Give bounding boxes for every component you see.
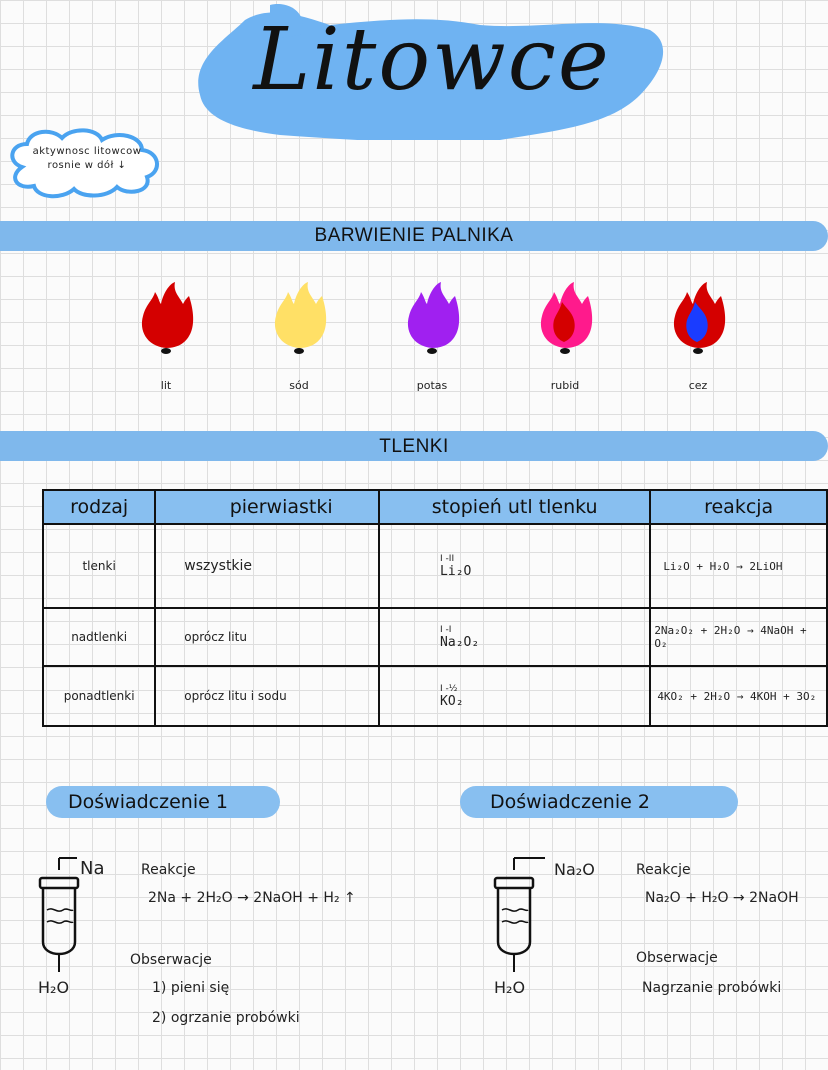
flame-2-label: sód [289, 379, 309, 392]
flame-4-base [560, 348, 570, 354]
experiment-1-reagent: Na [80, 858, 105, 879]
page-title: Litowce [253, 10, 611, 110]
experiment-1-observation-2: 2) ogrzanie probówki [152, 1010, 300, 1026]
cell-type: tlenki [41, 523, 157, 609]
oxidation-states: I -½ [440, 683, 458, 694]
experiment-2-observations-label: Obserwacje [636, 950, 718, 966]
experiment-2-reactions-label: Reakcje [636, 862, 691, 878]
oxide-formula: Li₂O [440, 563, 472, 579]
flame-2-icon [274, 282, 327, 354]
test-tube-1-icon [38, 857, 80, 972]
experiment-2-liquid: H₂O [494, 978, 526, 997]
test-tube-2-icon [493, 857, 545, 972]
experiment-1-heading: Doświadczenie 1 [46, 786, 280, 818]
flame-4-core [553, 302, 575, 342]
table-row: ponadtlenki oprócz litu i sodu I -½ KO₂ … [41, 665, 828, 727]
flame-3-body [407, 282, 460, 348]
flame-5-base [693, 348, 703, 354]
flame-1-body [141, 282, 194, 348]
note-line-1: aktywnosc litowcow [32, 146, 142, 157]
table-row: nadtlenki oprócz litu I -I Na₂O₂ 2Na₂O₂ … [41, 607, 828, 667]
flame-2-base [294, 348, 304, 354]
cell-oxidation: I -I Na₂O₂ [378, 607, 652, 667]
cell-type: ponadtlenki [41, 665, 157, 727]
cell-reaction: Li₂O + H₂O → 2LiOH [649, 523, 828, 609]
flame-5-label: cez [688, 379, 708, 392]
cell-oxidation: I -½ KO₂ [378, 665, 652, 727]
oxides-table: rodzaj pierwiastki stopień utl tlenku re… [41, 489, 828, 727]
flame-3-label: potas [416, 379, 448, 392]
note-line-2: rosnie w dół ↓ [47, 160, 127, 171]
cell-reaction: 4KO₂ + 2H₂O → 4KOH + 3O₂ [649, 665, 828, 727]
flame-3-base [427, 348, 437, 354]
column-header-elements: pierwiastki [154, 489, 381, 525]
cell-elements: wszystkie [154, 523, 381, 609]
experiment-2-reagent: Na₂O [554, 860, 595, 879]
experiment-1-reactions-label: Reakcje [141, 862, 196, 878]
cell-type: nadtlenki [41, 607, 157, 667]
flame-5-core [686, 302, 708, 342]
flame-1-icon [141, 282, 194, 354]
note-cloud-shape [10, 128, 159, 199]
experiment-1-equation: 2Na + 2H₂O → 2NaOH + H₂ ↑ [148, 890, 356, 906]
experiment-2-title: Doświadczenie 2 [490, 791, 650, 813]
oxide-formula: KO₂ [440, 693, 464, 709]
cell-elements: oprócz litu i sodu [154, 665, 381, 727]
flame-2-body [274, 282, 327, 348]
experiment-1-observations-label: Obserwacje [130, 952, 212, 968]
experiment-2-observation-1: Nagrzanie probówki [642, 980, 782, 996]
flame-section-heading: BARWIENIE PALNIKA [314, 225, 514, 246]
flame-5-icon [673, 282, 726, 354]
column-header-type: rodzaj [41, 489, 157, 525]
experiment-1-observation-1: 1) pieni się [152, 980, 230, 996]
cell-reaction: 2Na₂O₂ + 2H₂O → 4NaOH + O₂ [649, 607, 828, 667]
flame-1-base [161, 348, 171, 354]
experiment-1-title: Doświadczenie 1 [68, 791, 228, 813]
flame-section-band [0, 221, 828, 251]
oxide-formula: Na₂O₂ [440, 634, 480, 650]
table-header-row: rodzaj pierwiastki stopień utl tlenku re… [41, 489, 828, 525]
flame-1-label: lit [160, 379, 172, 392]
oxidation-states: I -I [440, 624, 452, 635]
flame-3-icon [407, 282, 460, 354]
oxides-section-band [0, 431, 828, 461]
experiment-2-heading: Doświadczenie 2 [460, 786, 738, 818]
table-row: tlenki wszystkie I -II Li₂O Li₂O + H₂O →… [41, 523, 828, 609]
experiment-1-liquid: H₂O [38, 978, 70, 997]
oxidation-states: I -II [440, 553, 455, 564]
experiment-2-equation: Na₂O + H₂O → 2NaOH [645, 890, 799, 906]
cell-elements: oprócz litu [154, 607, 381, 667]
oxides-section-heading: TLENKI [379, 436, 449, 457]
column-header-oxidation: stopień utl tlenku [378, 489, 652, 525]
title-highlight-shape [198, 4, 664, 140]
note-text: aktywnosc litowcow rosnie w dół ↓ [22, 145, 152, 173]
cell-oxidation: I -II Li₂O [378, 523, 652, 609]
flame-4-icon [540, 282, 593, 354]
flame-4-label: rubid [550, 379, 580, 392]
column-header-reaction: reakcja [649, 489, 828, 525]
